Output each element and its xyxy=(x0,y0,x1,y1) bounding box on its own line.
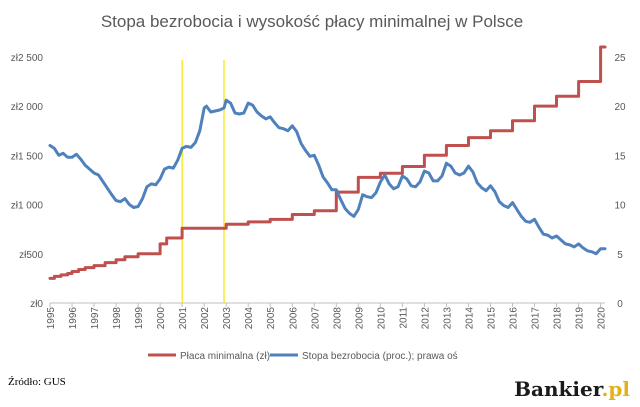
x-tick-label: 2011 xyxy=(398,307,409,329)
x-tick-label: 2019 xyxy=(575,307,586,330)
x-tick-label: 2020 xyxy=(597,307,608,330)
x-tick-label: 1997 xyxy=(90,307,101,330)
x-tick-label: 2003 xyxy=(222,307,233,330)
brand-name: Bankier xyxy=(514,377,602,401)
x-tick-label: 2006 xyxy=(288,307,299,330)
x-tick-label: 2000 xyxy=(156,307,167,330)
unemployment-rate-line xyxy=(48,98,607,256)
x-tick-label: 2015 xyxy=(486,307,497,330)
y-left-tick-label: zł2 500 xyxy=(11,53,44,64)
y-left-tick-label: zł1 000 xyxy=(11,201,44,212)
x-tick-label: 1999 xyxy=(134,307,145,330)
x-tick-label: 2009 xyxy=(354,307,365,330)
minimum-wage-line xyxy=(48,45,607,280)
y-left-tick-label: zł1 500 xyxy=(11,151,44,162)
x-tick-label: 2012 xyxy=(420,307,431,330)
brand-logo: Bankier.pl xyxy=(514,377,630,401)
y-left-tick-label: zł2 000 xyxy=(11,102,44,113)
x-tick-label: 2018 xyxy=(553,307,564,330)
x-tick-label: 2002 xyxy=(200,307,211,330)
y-right-tick-label: 25 xyxy=(614,53,626,64)
brand-suffix: .pl xyxy=(601,377,630,401)
x-tick-label: 2013 xyxy=(442,307,453,330)
x-tick-label: 1996 xyxy=(68,307,79,330)
y-right-tick-label: 10 xyxy=(614,201,626,212)
y-right-tick-label: 5 xyxy=(617,250,623,261)
vertical-markers xyxy=(181,60,225,303)
x-tick-label: 2016 xyxy=(509,307,520,330)
x-tick-label: 1995 xyxy=(46,307,57,330)
axes: 1995 1996 1997 1998 1999 2000 2001 2002 2003 2004… xyxy=(11,53,626,329)
legend-label: Stopa bezrobocia (proc.); prawa oś xyxy=(302,351,458,362)
chart-title: Stopa bezrobocia i wysokość płacy minima… xyxy=(101,12,523,31)
y-right-tick-label: 20 xyxy=(614,102,626,113)
x-tick-label: 2005 xyxy=(266,307,277,330)
x-tick-label: 2010 xyxy=(376,307,387,330)
y-right-tick-label: 0 xyxy=(617,299,623,310)
series-lines xyxy=(48,45,607,280)
x-tick-label: 2004 xyxy=(244,307,255,330)
y-left-tick-label: zł0 xyxy=(30,299,43,310)
y-left-tick-label: zł500 xyxy=(19,250,43,261)
x-tick-label: 2007 xyxy=(310,307,321,330)
legend: Płaca minimalna (zł) Stopa bezrobocia (pr… xyxy=(148,351,458,362)
source-note: Źródło: GUS xyxy=(8,376,66,388)
x-tick-label: 2014 xyxy=(464,307,475,330)
x-tick-label: 2008 xyxy=(332,307,343,330)
x-tick-label: 1998 xyxy=(112,307,123,330)
y-right-tick-label: 15 xyxy=(614,151,626,162)
x-tick-label: 2017 xyxy=(531,307,542,330)
x-tick-label: 2001 xyxy=(178,307,189,330)
legend-label: Płaca minimalna (zł) xyxy=(180,351,270,362)
